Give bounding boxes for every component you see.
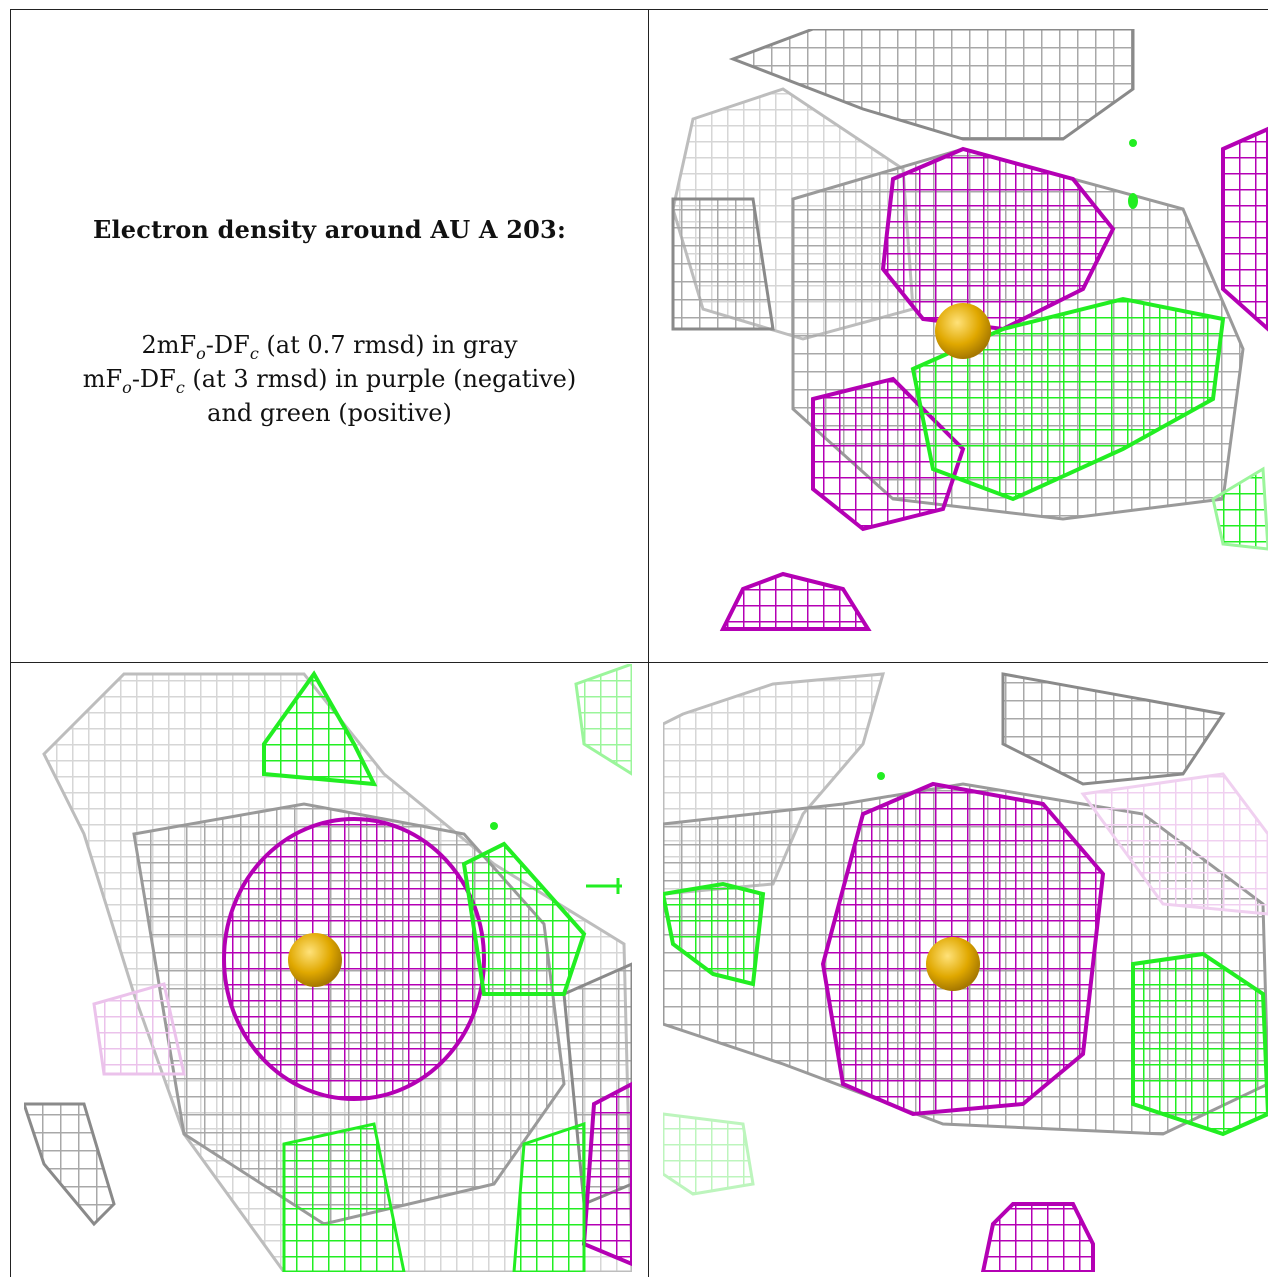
positive-green-mesh [663,772,1268,1196]
legend-lines: 2mFo-DFc (at 0.7 rmsd) in gray mFo-DFc (… [11,328,648,430]
legend-line-gray: 2mFo-DFc (at 0.7 rmsd) in gray [141,331,518,363]
negative-purple-mesh [820,781,1106,1272]
density-view-bottom-right [663,664,1268,1272]
positive-green-mesh [262,664,632,1272]
legend-line-difference: mFo-DFc (at 3 rmsd) in purple (negative) [82,365,577,397]
legend-title: Electron density around AU A 203: [92,215,567,244]
center-divider [648,9,649,1277]
legend-line-positive: and green (positive) [207,399,452,427]
left-border [10,9,11,1277]
positive-green-mesh [910,139,1268,551]
negative-purple-mesh [92,817,632,1267]
gold-atom [935,303,991,359]
middle-divider [10,662,1268,663]
density-view-bottom-left [24,664,632,1272]
negative-purple-mesh [719,126,1268,631]
legend-panel: Electron density around AU A 203: 2mFo-D… [11,10,648,661]
top-border [10,9,1268,10]
gold-atom [288,933,342,987]
gold-atom [926,937,980,991]
density-view-top-right [663,29,1268,634]
